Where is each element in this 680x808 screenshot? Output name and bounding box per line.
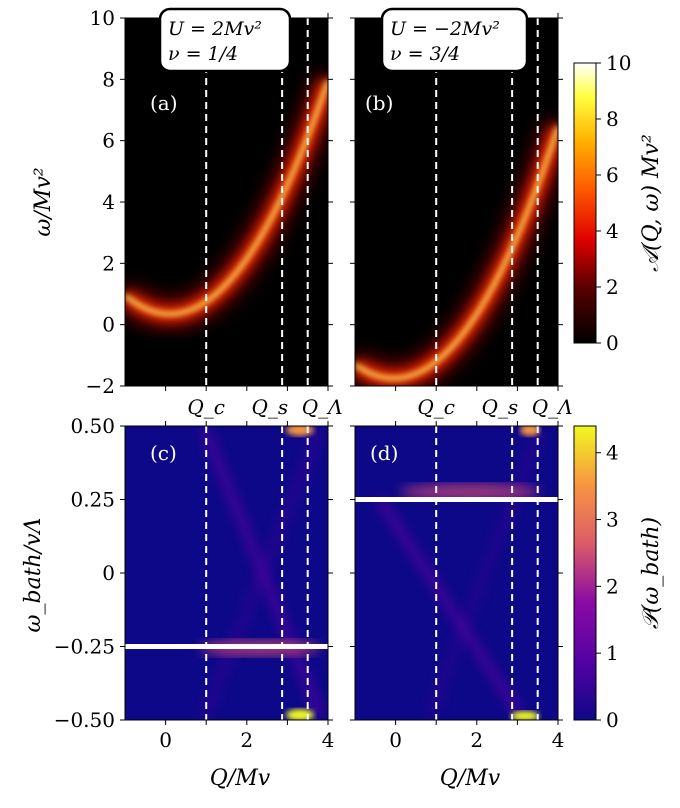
panel-c-xtick-label: 2: [240, 728, 253, 752]
panel-a-ytick-label: 0: [102, 313, 115, 337]
colorbar-bottom-label: 𝒫(ω_bath): [639, 517, 664, 629]
panel-a-dispersion-core: [125, 80, 328, 316]
colorbar-top-label: 𝒜(Q, ω) Mv²: [639, 134, 664, 272]
panel-b-annotation-line2: ν = 3/4: [390, 43, 460, 65]
colorbar-bottom-tick-label: 1: [606, 641, 619, 665]
colorbar-bottom-tick-label: 4: [606, 441, 619, 465]
colorbar-bottom-tick-label: 3: [606, 508, 619, 532]
panel-c-ytick-label: 0.25: [70, 488, 115, 512]
panel-a-annotation-line1: U = 2Mv²: [168, 18, 262, 40]
panel-b-annotation-box: [380, 7, 529, 73]
q-marker-labels: Q_c Q_s Q_Λ Q_c Q_s Q_Λ: [187, 395, 572, 419]
colorbar-top-tick-label: 6: [606, 163, 619, 187]
panel-a-ylabel: ω/Mv²: [31, 167, 56, 236]
panel-d-xtick-label: 4: [552, 728, 565, 752]
panel-b-annotation-line1: U = −2Mv²: [390, 18, 500, 40]
q-label-b-q-c: Q_c: [417, 395, 455, 419]
panel-d-bath-line: [355, 497, 558, 502]
panel-d-label: (d): [370, 441, 398, 465]
panel-c-label: (c): [150, 441, 177, 465]
panel-d: 0 2 4 (d) Q/Mv: [350, 421, 564, 791]
panel-a-ytick-label: 2: [102, 251, 115, 275]
panel-c-bath-line: [125, 644, 328, 649]
q-label-a-q-: Q_Λ: [302, 395, 343, 419]
colorbar-top-tick-label: 0: [606, 331, 619, 355]
colorbar-bottom-tick-label: 0: [606, 708, 619, 732]
panel-c-xlabel: Q/Mv: [210, 766, 271, 791]
q-label-a-q-s: Q_s: [251, 395, 288, 419]
panel-c-xtick-label: 4: [322, 728, 335, 752]
q-label-a-q-c: Q_c: [187, 395, 225, 419]
panel-d-xtick-label: 0: [389, 728, 402, 752]
colorbar-top: 0 2 4 6 8 10 𝒜(Q, ω) Mv²: [573, 51, 664, 355]
panel-a-annotation-line2: ν = 1/4: [168, 43, 238, 65]
panel-d-xtick-label: 2: [470, 728, 483, 752]
panel-c-xtick-label: 0: [159, 728, 172, 752]
q-label-b-q-: Q_Λ: [532, 395, 573, 419]
colorbar-bottom: 0 1 2 3 4 𝒫(ω_bath): [573, 425, 664, 732]
panel-a-ytick-label: 8: [102, 67, 115, 91]
panel-c-ytick-label: −0.50: [54, 708, 115, 732]
colorbar-top-tick-label: 2: [606, 275, 619, 299]
panel-a-label: (a): [150, 91, 178, 115]
colorbar-top-tick-label: 4: [606, 219, 619, 243]
panel-a-ytick-label: 4: [102, 190, 115, 214]
panel-b-label: (b): [365, 91, 393, 115]
panel-b-dispersion-core: [355, 126, 558, 381]
colorbar-bottom-tick-label: 2: [606, 574, 619, 598]
colorbar-top-tick-label: 8: [606, 107, 619, 131]
panel-d-feature-band: [400, 484, 540, 500]
panel-c-feature-bottom-spot: [286, 709, 314, 720]
panel-d-feature-top-spot: [520, 426, 540, 436]
panel-d-feature-branch-2: [427, 428, 543, 717]
panel-a-annotation-box: [158, 7, 292, 73]
panel-c: −0.50 −0.25 0 0.25 0.50 0 2 4 (c) ω_bath/vΛ Q/…: [21, 414, 334, 791]
panel-d-xlabel: Q/Mv: [440, 766, 501, 791]
panel-a-background: [125, 18, 328, 386]
panel-c-background: [125, 426, 328, 720]
panel-d-feature-branch-1: [376, 497, 524, 718]
panel-c-ylabel: ω_bath/vΛ: [21, 518, 46, 633]
panel-d-feature-bottom-spot: [511, 711, 539, 720]
colorbar-bottom-gradient: [573, 425, 597, 721]
panel-a-ytick-label: −2: [86, 374, 115, 398]
panel-c-ytick-label: −0.25: [54, 635, 115, 659]
panel-a-ytick-label: 6: [102, 129, 115, 153]
panel-c-ytick-label: 0.50: [70, 414, 115, 438]
panel-a-ytick-label: 10: [90, 6, 115, 30]
colorbar-top-tick-label: 10: [606, 51, 631, 75]
q-label-b-q-s: Q_s: [481, 395, 518, 419]
panel-a: −2 0 2 4 6 8 10 (a) U = 2Mv² ν = 1/4 ω/Mv²: [31, 6, 333, 398]
colorbar-top-gradient: [573, 62, 597, 344]
panel-c-ytick-label: 0: [102, 561, 115, 585]
panel-b: (b) U = −2Mv² ν = 3/4: [350, 7, 563, 391]
panel-c-feature-branch-2: [202, 428, 323, 717]
